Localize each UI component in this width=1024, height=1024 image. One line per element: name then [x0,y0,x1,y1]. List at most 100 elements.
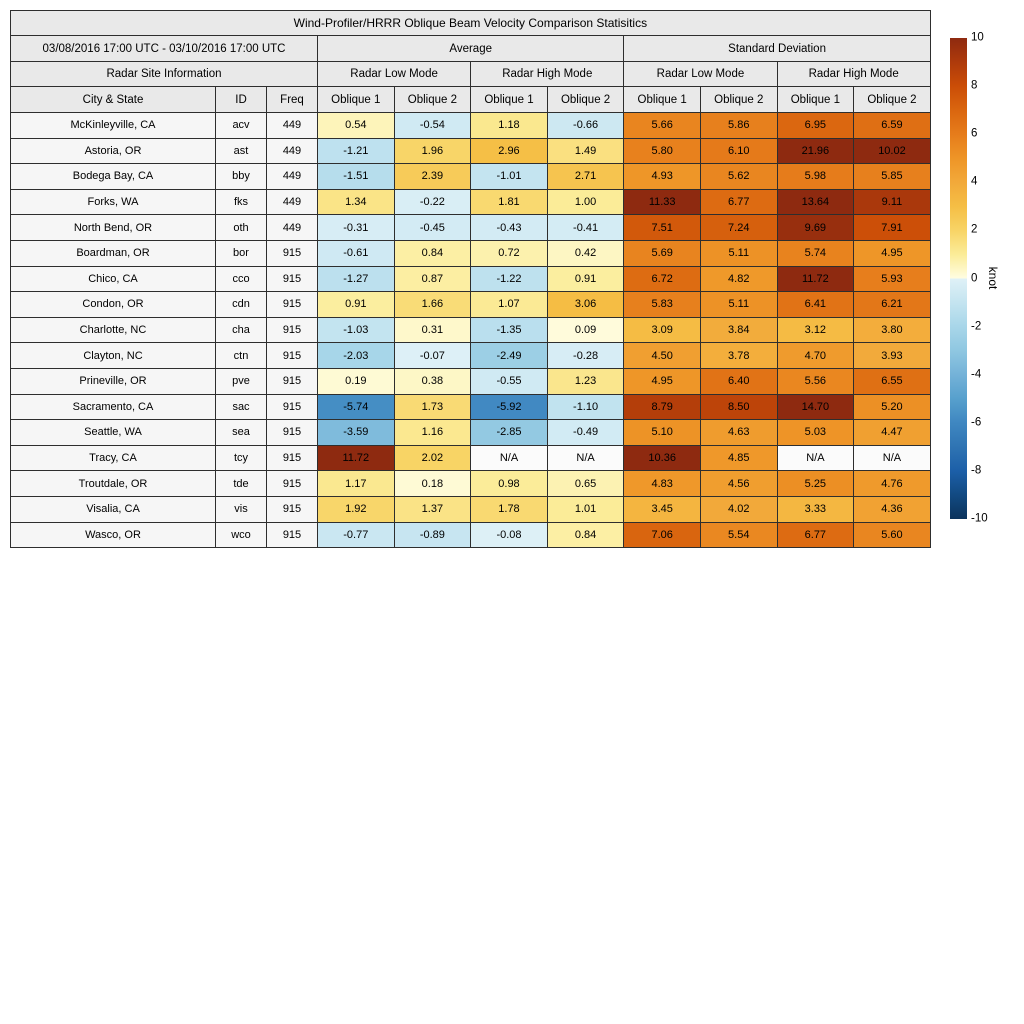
site-id-cell: vis [215,495,267,523]
site-id-cell: sea [215,419,267,446]
value-cell: 13.64 [776,188,855,216]
value-cell: 1.23 [546,367,625,395]
city-cell: Forks, WA [10,188,216,216]
freq-cell: 915 [266,444,318,472]
freq-cell: 915 [266,367,318,395]
value-cell: 0.65 [546,470,625,497]
value-cell: 1.96 [393,137,472,165]
value-cell: 1.92 [317,495,395,523]
value-cell: -0.28 [546,342,625,369]
value-cell: 5.11 [699,291,778,318]
table-row: Boardman, OR bor 915 -0.61 0.84 0.72 0.42 5.69 5… [10,239,931,267]
table-row: Bodega Bay, CA bby 449 -1.51 2.39 -1.01 2.71 4.… [10,163,931,190]
value-cell: 6.59 [853,112,931,139]
value-cell: 0.19 [317,367,395,395]
table-row: Charlotte, NC cha 915 -1.03 0.31 -1.35 0.09 3.0… [10,316,931,344]
table-row: Tracy, CA tcy 915 11.72 2.02 N/A N/A 10.36 4.85 N… [10,444,931,472]
value-cell: 7.24 [699,214,778,241]
value-cell: 5.83 [623,291,701,318]
value-cell: 1.18 [470,112,548,139]
value-cell: 7.51 [623,214,701,241]
freq-cell: 915 [266,495,318,523]
value-cell: -1.27 [317,265,395,293]
value-cell: 2.96 [470,137,548,165]
city-cell: Troutdale, OR [10,470,216,497]
value-cell: -0.77 [317,521,395,549]
group-header-row: 03/08/2016 17:00 UTC - 03/10/2016 17:00 … [10,35,931,62]
value-cell: -0.22 [393,188,472,216]
value-cell: 6.21 [853,291,931,318]
value-cell: -5.92 [470,393,548,421]
value-cell: -0.89 [393,521,472,549]
value-cell: 4.56 [699,470,778,497]
value-cell: 4.95 [623,367,701,395]
city-cell: Astoria, OR [10,137,216,165]
site-id-cell: cdn [215,291,267,318]
value-cell: 9.69 [776,214,855,241]
value-cell: 11.72 [776,265,855,293]
value-cell: 4.36 [853,495,931,523]
value-cell: -1.03 [317,316,395,344]
value-cell: -2.49 [470,342,548,369]
freq-cell: 915 [266,419,318,446]
site-id-cell: bor [215,239,267,267]
value-cell: 5.03 [776,419,855,446]
value-cell: 0.72 [470,239,548,267]
col-header-city: City & State [10,86,216,113]
col-header-oblique1: Oblique 1 [776,86,855,113]
value-cell: 5.25 [776,470,855,497]
value-cell: 10.36 [623,444,701,472]
colorbar: 10 8 6 4 2 0 -2 -4 -6 -8 -10 knot [950,32,1024,524]
value-cell: 3.06 [546,291,625,318]
table-row: Astoria, OR ast 449 -1.21 1.96 2.96 1.49 5.80 6.… [10,137,931,165]
value-cell: -0.07 [393,342,472,369]
value-cell: -0.43 [470,214,548,241]
value-cell: 5.11 [699,239,778,267]
std-high-mode-header: Radar High Mode [776,61,931,87]
value-cell: 4.93 [623,163,701,190]
value-cell: 5.66 [623,112,701,139]
col-header-oblique1: Oblique 1 [623,86,701,113]
title-row: Wind-Profiler/HRRR Oblique Beam Velocity… [10,10,931,36]
value-cell: 4.76 [853,470,931,497]
value-cell: 6.10 [699,137,778,165]
value-cell: -1.35 [470,316,548,344]
value-cell: 5.20 [853,393,931,421]
freq-cell: 915 [266,393,318,421]
table-row: Prineville, OR pve 915 0.19 0.38 -0.55 1.23 4.9… [10,367,931,395]
city-cell: Prineville, OR [10,367,216,395]
value-cell-na: N/A [853,444,931,472]
city-cell: Visalia, CA [10,495,216,523]
value-cell: -0.41 [546,214,625,241]
page-title: Wind-Profiler/HRRR Oblique Beam Velocity… [10,10,931,36]
value-cell: 5.80 [623,137,701,165]
value-cell: 6.77 [776,521,855,549]
value-cell: 14.70 [776,393,855,421]
date-range: 03/08/2016 17:00 UTC - 03/10/2016 17:00 … [10,35,318,62]
std-low-mode-header: Radar Low Mode [623,61,778,87]
value-cell: -1.51 [317,163,395,190]
colorbar-gradient [950,38,967,519]
value-cell: 3.84 [699,316,778,344]
value-cell: 7.91 [853,214,931,241]
value-cell: 1.16 [393,419,472,446]
col-header-oblique2: Oblique 2 [546,86,625,113]
col-header-oblique2: Oblique 2 [699,86,778,113]
table-row: Sacramento, CA sac 915 -5.74 1.73 -5.92 -1.10 8… [10,393,931,421]
value-cell: -3.59 [317,419,395,446]
site-id-cell: fks [215,188,267,216]
freq-cell: 915 [266,342,318,369]
value-cell: 1.34 [317,188,395,216]
col-header-oblique2: Oblique 2 [853,86,931,113]
colorbar-tick-label: 2 [971,223,978,236]
value-cell: 5.86 [699,112,778,139]
value-cell: 4.63 [699,419,778,446]
value-cell: -0.49 [546,419,625,446]
table-row: Condon, OR cdn 915 0.91 1.66 1.07 3.06 5.83 5.11… [10,291,931,318]
value-cell: 9.11 [853,188,931,216]
value-cell: 0.42 [546,239,625,267]
value-cell-na: N/A [776,444,855,472]
value-cell: 5.74 [776,239,855,267]
value-cell: -1.01 [470,163,548,190]
site-id-cell: cha [215,316,267,344]
